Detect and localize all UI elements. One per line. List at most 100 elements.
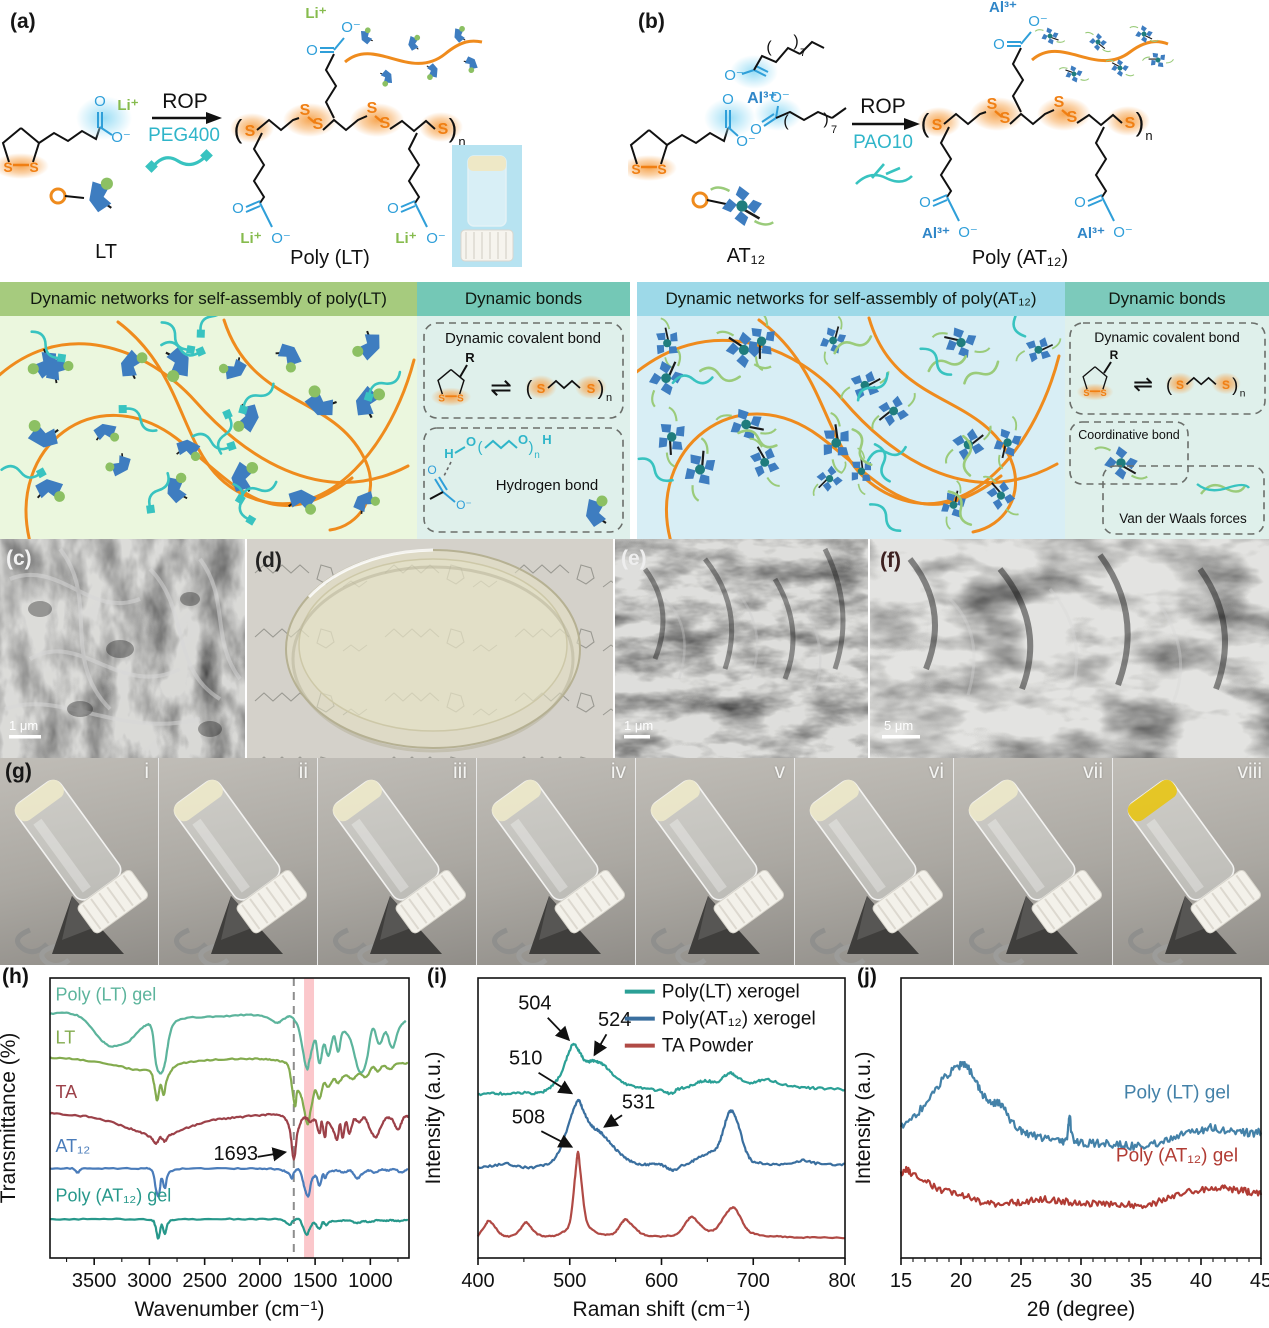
svg-text:Al³⁺: Al³⁺ (922, 225, 950, 242)
svg-text:TA: TA (56, 1082, 78, 1102)
panel-a-label: (a) (10, 10, 36, 33)
bonds-at12-art: Dynamic covalent bond R ⇌ Coordinative b… (1065, 316, 1269, 539)
svg-text:H: H (542, 432, 551, 447)
svg-text:1500: 1500 (293, 1270, 338, 1292)
raman-chart: (i)400500600700800Raman shift (cm⁻¹)Inte… (422, 965, 862, 1328)
svg-text:): ) (793, 33, 798, 50)
svg-text:531: 531 (622, 1091, 655, 1113)
svg-text:1693: 1693 (213, 1143, 258, 1165)
svg-text:3500: 3500 (72, 1270, 117, 1292)
svg-text:Al³⁺: Al³⁺ (1077, 225, 1105, 242)
svg-text:Poly (LT) gel: Poly (LT) gel (1124, 1082, 1230, 1103)
poly-at12-cartoon (1031, 23, 1175, 86)
svg-text:O: O (466, 434, 476, 449)
lt-molecule: O O⁻ Li⁺ (0, 93, 139, 181)
svg-text:O⁻: O⁻ (111, 129, 131, 146)
inversion-test-gallery: (g) i ii iii iv v vi vii viii (0, 758, 1269, 965)
svg-text:Poly (AT₁₂) gel: Poly (AT₁₂) gel (1116, 1145, 1238, 1166)
svg-text:1 μm: 1 μm (624, 718, 653, 733)
svg-text:400: 400 (461, 1270, 494, 1292)
svg-text:Li⁺: Li⁺ (117, 97, 138, 114)
svg-text:(: ( (478, 439, 483, 456)
bonds-header-lt: Dynamic bonds (464, 289, 583, 308)
svg-text:Li⁺: Li⁺ (395, 230, 416, 247)
svg-text:Poly(AT₁₂) xerogel: Poly(AT₁₂) xerogel (662, 1009, 816, 1030)
svg-text:504: 504 (518, 993, 551, 1015)
vial-photo: iv (477, 758, 635, 965)
svg-text:Li⁺: Li⁺ (305, 5, 326, 22)
reaction-arrow-a: ROP PEG400 (145, 90, 222, 173)
vial-photo: iii (318, 758, 476, 965)
lt-motif-legend (49, 176, 115, 214)
svg-text:R: R (1110, 348, 1119, 362)
svg-text:O: O (427, 463, 436, 477)
svg-text:n: n (534, 450, 540, 461)
svg-text:(: ( (766, 39, 772, 56)
svg-text:H: H (444, 446, 453, 461)
micrograph-row: (c) 1 μm (d) (e) 1 μm (0, 539, 1269, 758)
network-panel-at12: Dynamic networks for self-assembly of po… (637, 282, 1065, 539)
svg-text:): ) (529, 439, 534, 456)
panel-b-label: (b) (638, 10, 665, 33)
svg-text:O: O (722, 91, 734, 108)
sem-poly-at12-fine: (e) 1 μm (615, 539, 868, 758)
svg-text:Poly(LT) xerogel: Poly(LT) xerogel (662, 982, 800, 1003)
reaction-arrow-b: ROP PAO10 (852, 95, 920, 185)
vial-photo-yellow-gel: viii (1113, 758, 1269, 965)
vdw-squiggles (1196, 483, 1250, 495)
svg-text:Poly (LT) gel: Poly (LT) gel (56, 985, 157, 1005)
svg-text:500: 500 (553, 1270, 586, 1292)
svg-text:35: 35 (1130, 1270, 1152, 1292)
svg-text:ROP: ROP (162, 90, 208, 113)
svg-text:7: 7 (800, 47, 806, 59)
svg-text:Raman shift (cm⁻¹): Raman shift (cm⁻¹) (573, 1298, 751, 1321)
at12-motif-legend (691, 184, 775, 228)
svg-text:LT: LT (56, 1027, 76, 1047)
svg-text:): ) (823, 111, 828, 128)
svg-text:(d): (d) (255, 549, 282, 572)
poly-at12-structure: Al³⁺ Al³⁺ Al³⁺ (915, 0, 1154, 243)
svg-text:700: 700 (737, 1270, 770, 1292)
svg-text:⇌: ⇌ (1133, 371, 1153, 398)
svg-text:524: 524 (598, 1009, 631, 1031)
svg-text:Transmittance (%): Transmittance (%) (0, 1033, 20, 1204)
svg-text:Poly (AT₁₂) gel: Poly (AT₁₂) gel (56, 1186, 172, 1206)
svg-text:Dynamic covalent bond: Dynamic covalent bond (1094, 329, 1240, 345)
svg-text:O: O (750, 121, 762, 138)
svg-text:2000: 2000 (238, 1270, 283, 1292)
svg-text:(c): (c) (6, 547, 32, 570)
svg-text:800: 800 (828, 1270, 855, 1292)
svg-text:45: 45 (1250, 1270, 1269, 1292)
poly-lt-cartoon (344, 25, 483, 88)
svg-text:PAO10: PAO10 (853, 132, 913, 153)
vial-photo: vii (954, 758, 1112, 965)
poly-lt-label: Poly (LT) (290, 247, 370, 269)
bonds-panel-at12: Dynamic bonds Dynamic covalent bond R ⇌ … (1065, 282, 1269, 539)
svg-text:Coordinative bond: Coordinative bond (1078, 428, 1180, 442)
svg-text:508: 508 (512, 1106, 545, 1128)
svg-text:TA Powder: TA Powder (662, 1036, 754, 1057)
svg-text:⇌: ⇌ (490, 372, 512, 402)
svg-text:Li⁺: Li⁺ (240, 230, 261, 247)
svg-text:(e): (e) (621, 547, 647, 570)
svg-text:20: 20 (950, 1270, 972, 1292)
bonds-panel-lt: Dynamic bonds Dynamic covalent bond R ⇌ … (417, 282, 630, 539)
svg-text:Wavenumber (cm⁻¹): Wavenumber (cm⁻¹) (135, 1298, 325, 1321)
svg-text:O⁻: O⁻ (456, 498, 472, 512)
lt-label: LT (95, 241, 117, 263)
sem-poly-at12-coarse: (f) 5 μm (870, 539, 1269, 758)
sem-poly-lt: (c) 1 μm (0, 539, 245, 758)
svg-text:Van der Waals forces: Van der Waals forces (1119, 511, 1247, 526)
bonds-lt-art: Dynamic covalent bond R ⇌ H O ( O ) n H (417, 316, 630, 539)
svg-text:Al³⁺: Al³⁺ (989, 0, 1017, 16)
svg-text:5 μm: 5 μm (884, 718, 913, 733)
svg-text:Hydrogen bond: Hydrogen bond (496, 477, 599, 494)
network-panel-lt: Dynamic networks for self-assembly of po… (0, 282, 417, 539)
svg-text:2θ (degree): 2θ (degree) (1027, 1298, 1136, 1321)
vial-photo: ii (159, 758, 317, 965)
ftir-chart: (h) 3500 3000 2500 2000 1500 1000 Wavenumber (c… (0, 965, 425, 1328)
vial-photo: (g) i (0, 758, 158, 965)
svg-text:R: R (465, 350, 475, 365)
svg-text:Intensity (a.u.): Intensity (a.u.) (425, 1051, 445, 1184)
svg-text:600: 600 (645, 1270, 678, 1292)
